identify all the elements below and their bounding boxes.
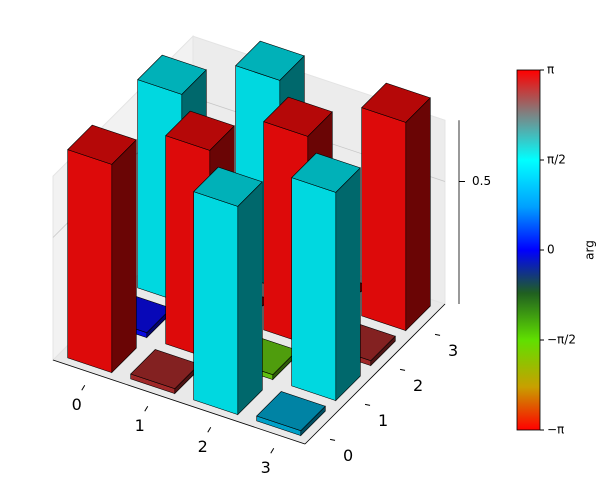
x-tick (207, 426, 212, 433)
colorbar-ticks: π π/2 0 −π/2 −π (540, 63, 576, 437)
colorbar (516, 69, 541, 431)
x-tick-label: 1 (135, 416, 145, 435)
bar-side (111, 139, 137, 374)
x-tick (270, 447, 275, 454)
y-tick-label: 3 (448, 341, 458, 360)
z-tick-label: 0.5 (472, 174, 491, 188)
colorbar-tick-label: −π (547, 423, 564, 437)
bar-top (235, 40, 305, 81)
bar-top (361, 82, 431, 123)
bar (361, 82, 431, 332)
bar-top (256, 391, 326, 432)
x-axis (52, 359, 306, 445)
bar-top (165, 110, 235, 151)
x-tick (81, 384, 86, 391)
x-tick-label: 3 (261, 458, 271, 477)
bar (291, 152, 361, 402)
bar-top (193, 166, 263, 207)
colorbar-tick-label: π (547, 63, 554, 77)
colorbar-tick-label: 0 (547, 243, 555, 257)
y-tick (364, 403, 371, 406)
bar (193, 166, 263, 416)
bar-top (263, 96, 333, 137)
colorbar-label: arg (583, 240, 597, 260)
x-tick-label: 0 (72, 395, 82, 414)
y-tick-label: 2 (413, 376, 423, 395)
colorbar-tick-label: π/2 (547, 153, 566, 167)
bar (67, 124, 137, 374)
bar-top (67, 124, 137, 165)
bar-front (193, 191, 239, 416)
bar-side (405, 97, 431, 332)
bar-side (237, 181, 263, 416)
bar-top (291, 152, 361, 193)
y-tick (434, 333, 441, 336)
colorbar-tick-label: −π/2 (547, 333, 576, 347)
bar-side (335, 167, 361, 402)
y-axis (304, 303, 446, 445)
plot-area: 0.5 0 1 2 3 0 1 2 3 (52, 35, 491, 477)
bar-front (291, 177, 337, 402)
bar (130, 349, 200, 395)
bar (256, 391, 326, 437)
y-tick-label: 0 (343, 446, 353, 465)
x-tick (144, 405, 149, 412)
bar-front (361, 107, 407, 332)
y-tick (329, 438, 336, 441)
y-tick (399, 368, 406, 371)
x-tick-label: 2 (198, 437, 208, 456)
bar-front (67, 149, 113, 374)
bar-top (137, 54, 207, 95)
y-tick-label: 1 (378, 411, 388, 430)
